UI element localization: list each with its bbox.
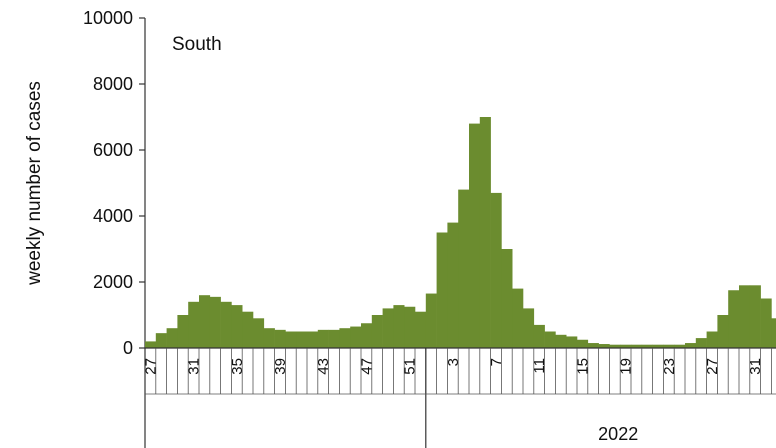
bar [361, 323, 373, 348]
bar [577, 339, 589, 348]
bar [166, 328, 178, 348]
bar [458, 189, 470, 348]
x-tick-label: 27 [142, 358, 159, 375]
bar [263, 328, 275, 348]
y-tick-label: 6000 [93, 140, 133, 160]
bar [641, 344, 653, 348]
bar [307, 331, 319, 348]
bar [188, 301, 200, 348]
bar [382, 308, 394, 348]
bar [533, 324, 545, 348]
bar [155, 333, 167, 348]
x-tick-label: 27 [704, 358, 721, 375]
x-axis: 27 31 35 39 43 47 51 3 7 11 15 19 23 27 31 2022 [142, 347, 776, 448]
bar [717, 315, 729, 348]
bar [674, 344, 686, 348]
bar [317, 329, 329, 348]
x-tick-label: 39 [272, 358, 289, 375]
bar [587, 343, 599, 348]
x-tick-label: 3 [445, 358, 462, 366]
bar [425, 293, 437, 348]
bar [771, 318, 776, 348]
y-tick-label: 2000 [93, 272, 133, 292]
bar [404, 306, 416, 348]
bar [350, 326, 362, 348]
y-tick-label: 8000 [93, 74, 133, 94]
x-tick-label: 31 [747, 358, 764, 375]
bar [512, 288, 524, 348]
x-tick-label: 31 [186, 358, 203, 375]
x-tick-label: 51 [402, 358, 419, 375]
bar [501, 249, 513, 348]
panel-label: South [172, 34, 222, 55]
year-label: 2022 [598, 424, 638, 444]
bar [685, 343, 697, 348]
x-tick-label: 47 [358, 358, 375, 375]
x-tick-label: 15 [574, 358, 591, 375]
bar [253, 318, 265, 348]
x-tick-label: 23 [661, 358, 678, 375]
y-axis: 0 2000 4000 6000 8000 10000 [83, 8, 146, 358]
bar [177, 315, 189, 348]
bar [296, 331, 308, 348]
bar [231, 305, 243, 348]
bar [598, 344, 610, 348]
bar [609, 344, 621, 348]
y-tick-label: 10000 [83, 8, 133, 28]
x-tick-label: 19 [618, 358, 635, 375]
bar [706, 331, 718, 348]
bar [631, 344, 643, 348]
bar [739, 285, 751, 348]
x-tick-label: 7 [488, 358, 505, 366]
x-tick-label: 43 [315, 358, 332, 375]
bar [760, 298, 772, 348]
bar [339, 328, 351, 348]
bar [728, 290, 740, 348]
bar [555, 334, 567, 348]
bar [479, 117, 491, 348]
bar [220, 301, 232, 348]
bar [523, 308, 535, 348]
bar [490, 192, 502, 348]
bar [620, 344, 632, 348]
bar [544, 331, 556, 348]
bar [199, 295, 211, 348]
y-tick-label: 4000 [93, 206, 133, 226]
bar [566, 336, 578, 348]
bar [652, 344, 664, 348]
bar [242, 311, 254, 348]
bar [663, 344, 675, 348]
bar [749, 285, 761, 348]
bar [436, 232, 448, 348]
x-tick-label: 11 [531, 358, 548, 374]
bar [371, 315, 383, 348]
bar [393, 305, 405, 348]
bar [328, 329, 340, 348]
bar [415, 311, 427, 348]
bar [274, 329, 286, 348]
x-tick-label: 35 [229, 358, 246, 375]
bar [209, 296, 221, 348]
bar [469, 123, 481, 348]
bar [145, 341, 157, 348]
bar [695, 338, 707, 348]
y-tick-label: 0 [123, 338, 133, 358]
bar [285, 331, 297, 348]
bars [145, 117, 776, 348]
y-axis-title: weekly number of cases [24, 81, 45, 286]
bar [447, 222, 459, 348]
